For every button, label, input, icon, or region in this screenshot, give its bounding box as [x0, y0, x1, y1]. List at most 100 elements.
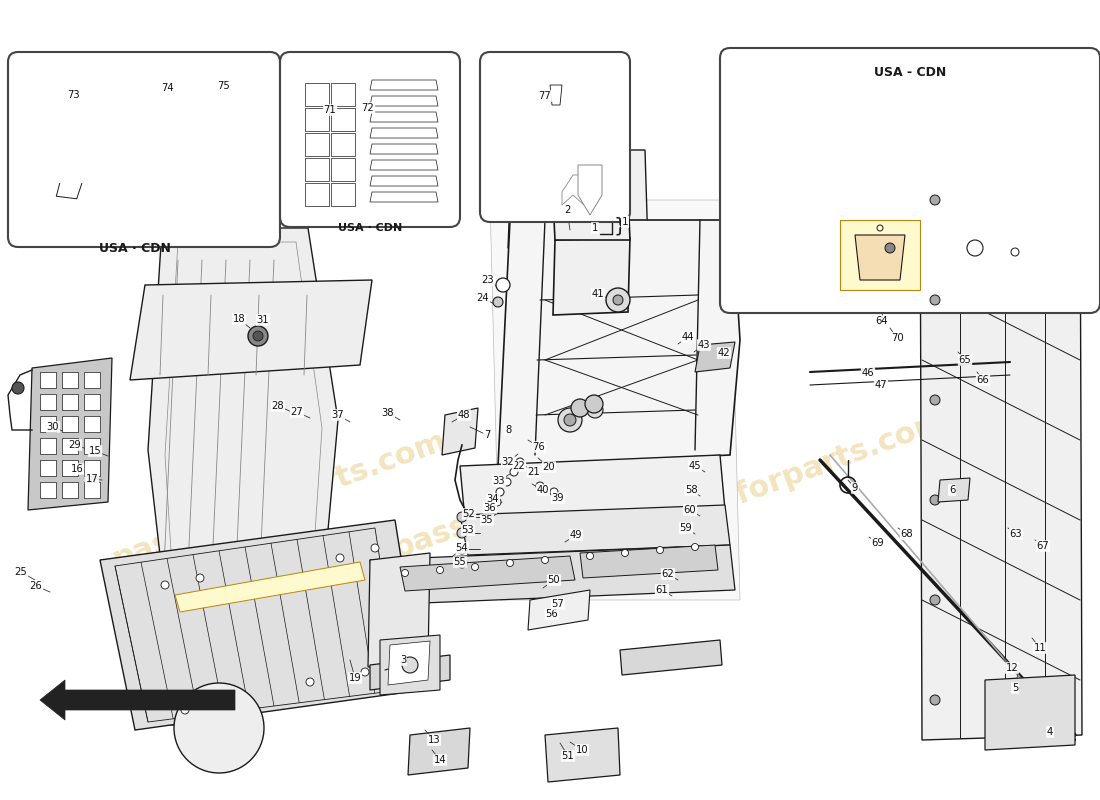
Circle shape [437, 566, 443, 574]
Polygon shape [518, 80, 594, 187]
Polygon shape [528, 590, 590, 630]
Circle shape [456, 558, 468, 568]
Text: 1: 1 [621, 217, 628, 227]
Text: 31: 31 [256, 315, 270, 325]
Circle shape [550, 488, 558, 496]
Circle shape [496, 488, 504, 496]
Text: 26: 26 [30, 581, 43, 591]
Polygon shape [370, 545, 735, 605]
Text: 60: 60 [684, 505, 696, 515]
Text: 62: 62 [661, 569, 674, 579]
Text: 49: 49 [570, 530, 582, 540]
Polygon shape [28, 358, 112, 510]
Text: 44: 44 [682, 332, 694, 342]
Circle shape [930, 195, 940, 205]
Text: 6: 6 [949, 485, 955, 495]
Text: passionforparts.com: passionforparts.com [389, 416, 730, 564]
Circle shape [541, 557, 549, 563]
Circle shape [536, 482, 544, 490]
Polygon shape [331, 108, 355, 131]
FancyBboxPatch shape [480, 52, 630, 222]
Polygon shape [368, 553, 430, 667]
Text: 53: 53 [462, 525, 474, 535]
Text: 54: 54 [455, 543, 469, 553]
Text: 22: 22 [513, 461, 526, 471]
Polygon shape [695, 342, 735, 372]
Polygon shape [840, 220, 920, 290]
Circle shape [587, 402, 603, 418]
Text: 18: 18 [233, 314, 245, 324]
Circle shape [306, 678, 313, 686]
Text: 32: 32 [502, 457, 515, 467]
Polygon shape [305, 108, 329, 131]
Text: USA - CDN: USA - CDN [873, 66, 946, 78]
Text: 56: 56 [546, 609, 559, 619]
Text: 28: 28 [272, 401, 284, 411]
Polygon shape [508, 150, 648, 248]
Polygon shape [760, 100, 830, 290]
Text: 23: 23 [482, 275, 494, 285]
Polygon shape [135, 179, 142, 191]
Polygon shape [40, 680, 235, 720]
Text: 19: 19 [349, 673, 362, 683]
Text: 36: 36 [484, 503, 496, 513]
Circle shape [493, 498, 500, 506]
Polygon shape [578, 165, 602, 215]
Polygon shape [170, 618, 268, 725]
Circle shape [248, 326, 268, 346]
Polygon shape [388, 641, 430, 685]
Polygon shape [370, 128, 438, 138]
Polygon shape [331, 158, 355, 181]
Circle shape [182, 706, 189, 714]
Circle shape [558, 408, 582, 432]
Text: 39: 39 [552, 493, 564, 503]
Polygon shape [620, 640, 722, 675]
Circle shape [503, 478, 512, 486]
Polygon shape [40, 438, 56, 454]
Text: 63: 63 [1010, 529, 1022, 539]
Text: 75: 75 [218, 81, 230, 91]
Circle shape [657, 546, 663, 554]
Text: 35: 35 [481, 515, 493, 525]
Polygon shape [305, 133, 329, 156]
Polygon shape [331, 83, 355, 106]
Polygon shape [498, 220, 740, 466]
Circle shape [930, 595, 940, 605]
Text: 59: 59 [680, 523, 692, 533]
Polygon shape [138, 147, 166, 159]
Text: 71: 71 [323, 105, 337, 115]
Polygon shape [331, 133, 355, 156]
Polygon shape [84, 482, 100, 498]
Text: 50: 50 [548, 575, 560, 585]
Text: 7: 7 [484, 430, 491, 440]
Polygon shape [62, 394, 78, 410]
Circle shape [402, 657, 418, 673]
Circle shape [402, 570, 408, 577]
Polygon shape [84, 416, 100, 432]
Polygon shape [370, 80, 438, 90]
Polygon shape [370, 655, 450, 690]
Text: 55: 55 [453, 557, 466, 567]
Text: 13: 13 [428, 735, 440, 745]
Circle shape [456, 512, 468, 522]
Polygon shape [938, 478, 970, 502]
Polygon shape [408, 728, 470, 775]
Text: 11: 11 [1034, 643, 1046, 653]
Text: 61: 61 [656, 585, 669, 595]
FancyBboxPatch shape [720, 48, 1100, 313]
Text: 41: 41 [592, 289, 604, 299]
Polygon shape [370, 192, 438, 202]
Polygon shape [370, 144, 438, 154]
Text: 2: 2 [564, 205, 570, 215]
Text: 15: 15 [89, 446, 101, 456]
Text: 30: 30 [46, 422, 59, 432]
Text: 68: 68 [901, 529, 913, 539]
Polygon shape [368, 75, 440, 213]
Text: 70: 70 [891, 333, 903, 343]
Text: 57: 57 [551, 599, 564, 609]
Circle shape [506, 559, 514, 566]
Text: 58: 58 [684, 485, 697, 495]
Polygon shape [40, 460, 56, 476]
Circle shape [930, 295, 940, 305]
Polygon shape [40, 416, 56, 432]
